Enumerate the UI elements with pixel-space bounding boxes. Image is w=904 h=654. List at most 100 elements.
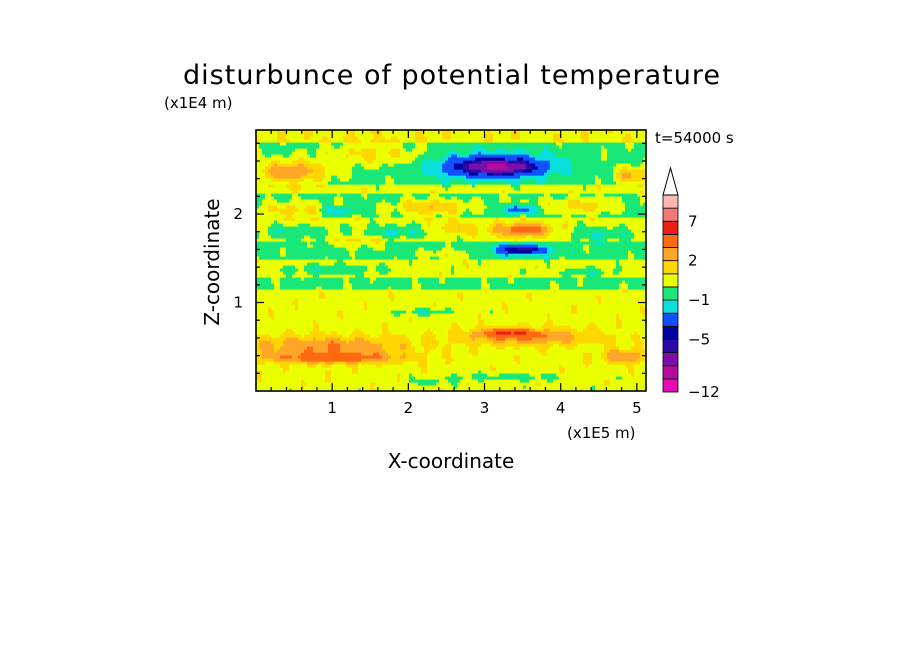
field-cell [625,298,629,302]
field-cell [352,325,356,329]
field-cell [322,283,326,287]
field-cell [463,367,467,371]
field-cell [604,310,608,314]
field-cell [496,310,500,314]
field-cell [340,301,344,305]
field-cell [523,319,527,323]
field-cell [346,319,350,323]
field-cell [409,379,413,383]
field-cell [643,364,647,368]
field-cell [322,289,326,293]
field-cell [388,358,392,362]
field-cell [616,373,620,377]
field-cell [289,364,293,368]
field-cell [553,289,557,293]
field-cell [589,346,593,350]
field-cell [460,325,464,329]
field-cell [358,322,362,326]
field-cell [520,301,524,305]
field-cell [463,385,467,389]
field-cell [319,331,323,335]
field-cell [271,304,275,308]
field-cell [586,292,590,296]
field-cell [274,343,278,347]
field-cell [601,340,605,344]
field-cell [634,352,638,356]
field-cell [391,331,395,335]
field-cell [448,289,452,293]
field-cell [550,388,554,392]
field-cell [451,346,455,350]
field-cell [547,295,551,299]
field-cell [349,361,353,365]
field-cell [424,340,428,344]
field-cell [337,340,341,344]
field-cell [571,346,575,350]
field-cell [634,304,638,308]
field-cell [316,355,320,359]
field-cell [625,364,629,368]
field-cell [640,349,644,353]
field-cell [355,286,359,290]
field-cell [586,298,590,302]
field-cell [367,340,371,344]
field-cell [328,274,332,278]
field-cell [496,343,500,347]
field-cell [415,298,419,302]
field-cell [346,370,350,374]
field-cell [310,370,314,374]
field-cell [625,319,629,323]
field-cell [346,373,350,377]
field-cell [445,379,449,383]
field-cell [445,301,449,305]
field-cell [262,337,266,341]
field-cell [283,316,287,320]
field-cell [517,328,521,332]
field-cell [397,313,401,317]
field-cell [502,373,506,377]
field-cell [418,340,422,344]
field-cell [415,313,419,317]
field-cell [481,358,485,362]
field-cell [619,283,623,287]
field-cell [571,295,575,299]
field-cell [256,316,260,320]
field-cell [295,349,299,353]
field-cell [283,337,287,341]
field-cell [262,310,266,314]
field-cell [607,319,611,323]
field-cell [583,295,587,299]
field-cell [586,310,590,314]
field-cell [361,334,365,338]
field-cell [388,286,392,290]
field-cell [316,274,320,278]
field-cell [562,355,566,359]
field-cell [469,286,473,290]
field-cell [598,388,602,392]
field-cell [496,301,500,305]
field-cell [556,385,560,389]
field-cell [436,337,440,341]
field-cell [562,304,566,308]
field-cell [289,331,293,335]
field-cell [418,313,422,317]
field-cell [478,376,482,380]
field-cell [478,292,482,296]
field-cell [577,298,581,302]
field-cell [388,382,392,386]
field-cell [550,343,554,347]
field-cell [517,364,521,368]
field-cell [601,295,605,299]
field-cell [472,310,476,314]
field-cell [394,331,398,335]
field-cell [466,310,470,314]
field-cell [598,376,602,380]
field-cell [403,358,407,362]
field-cell [499,376,503,380]
field-cell [541,385,545,389]
field-cell [619,286,623,290]
field-cell [610,352,614,356]
field-cell [499,388,503,392]
field-cell [421,361,425,365]
field-cell [409,298,413,302]
